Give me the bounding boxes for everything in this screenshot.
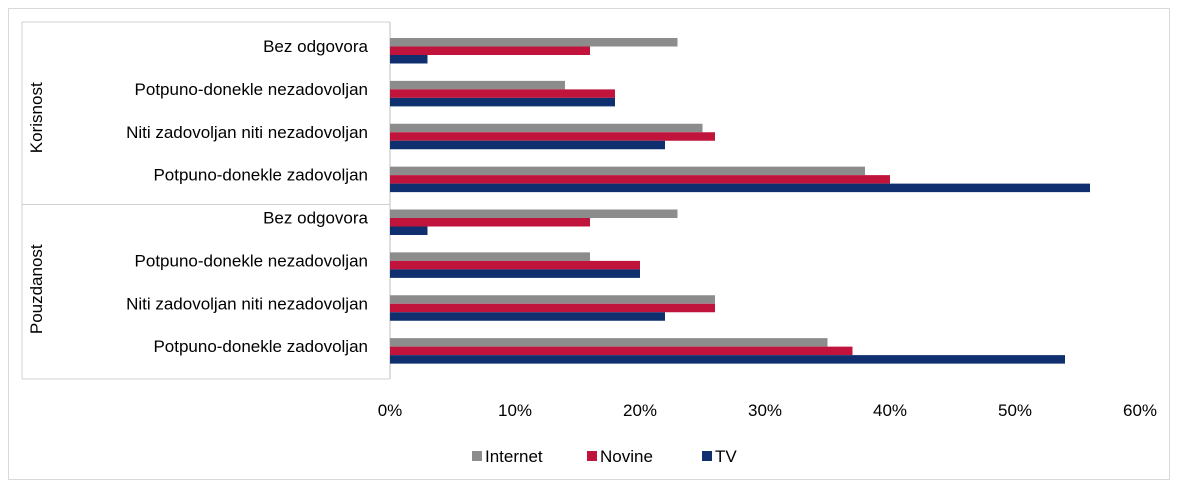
x-tick-label: 0% [378, 401, 403, 420]
bar-tv [390, 269, 640, 278]
bar-tv [390, 312, 665, 321]
category-label: Potpuno-donekle zadovoljan [153, 166, 368, 185]
bar-novine [390, 46, 590, 55]
bar-tv [390, 183, 1090, 193]
chart-border [8, 8, 1170, 480]
bar-novine [390, 346, 853, 356]
bar-internet [390, 80, 565, 90]
bar-internet [390, 209, 678, 218]
category-label: Niti zadovoljan niti nezadovoljan [126, 294, 368, 313]
bar-internet [390, 338, 828, 347]
category-label: Bez odgovora [263, 37, 368, 56]
bar-novine [390, 303, 715, 313]
x-tick-label: 40% [873, 401, 907, 420]
category-label: Potpuno-donekle nezadovoljan [135, 251, 368, 270]
bar-tv [390, 226, 428, 235]
group-label: Pouzdanost [27, 244, 46, 334]
bar-tv [390, 97, 615, 107]
legend-label-novine: Novine [600, 447, 653, 466]
legend-label-tv: TV [715, 447, 737, 466]
legend: Internet Novine TV [472, 447, 737, 466]
bar-tv [390, 140, 665, 150]
x-tick-label: 10% [498, 401, 532, 420]
bar-tv [390, 55, 428, 64]
category-label: Potpuno-donekle nezadovoljan [135, 80, 368, 99]
x-tick-label: 20% [623, 401, 657, 420]
x-tick-labels: 0% 10% 20% 30% 40% 50% 60% [378, 401, 1157, 420]
category-labels: Bez odgovora Potpuno-donekle nezadovoljan… [126, 37, 368, 356]
bar-internet [390, 166, 865, 176]
bar-novine [390, 175, 890, 184]
bar-internet [390, 295, 715, 304]
bar-tv [390, 355, 1065, 364]
x-tick-label: 50% [998, 401, 1032, 420]
category-label: Niti zadovoljan niti nezadovoljan [126, 123, 368, 142]
bar-internet [390, 38, 678, 47]
bar-novine [390, 89, 615, 98]
bars [390, 38, 1090, 364]
legend-swatch-tv [702, 451, 712, 461]
category-label: Potpuno-donekle zadovoljan [153, 337, 368, 356]
x-tick-label: 60% [1123, 401, 1157, 420]
bar-novine [390, 218, 590, 227]
group-label: Korisnost [27, 82, 46, 153]
x-tick-label: 30% [748, 401, 782, 420]
bar-novine [390, 260, 640, 270]
bar-novine [390, 132, 715, 141]
category-label: Bez odgovora [263, 209, 368, 228]
legend-swatch-internet [472, 451, 482, 461]
group-labels: Korisnost Pouzdanost [27, 82, 46, 334]
legend-label-internet: Internet [485, 447, 543, 466]
bar-internet [390, 252, 590, 261]
legend-swatch-novine [587, 451, 597, 461]
bar-internet [390, 123, 703, 133]
